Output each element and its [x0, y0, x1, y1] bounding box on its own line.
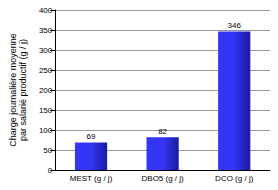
svg-text:400: 400	[39, 6, 53, 15]
svg-text:150: 150	[39, 106, 53, 115]
svg-text:par salarié productif (g / j): par salarié productif (g / j)	[18, 39, 28, 141]
svg-text:Charge journalière moyenne: Charge journalière moyenne	[8, 33, 18, 147]
svg-text:50: 50	[43, 146, 52, 155]
svg-text:100: 100	[39, 126, 53, 135]
svg-text:DBO5 (g / j): DBO5 (g / j)	[142, 174, 185, 183]
svg-text:250: 250	[39, 66, 53, 75]
svg-text:MEST (g / j): MEST (g / j)	[70, 174, 113, 183]
svg-text:300: 300	[39, 46, 53, 55]
svg-text:DCO (g / j): DCO (g / j)	[215, 174, 254, 183]
svg-text:82: 82	[158, 127, 167, 136]
svg-text:346: 346	[228, 21, 242, 30]
svg-text:69: 69	[87, 132, 96, 141]
svg-text:350: 350	[39, 26, 53, 35]
svg-text:200: 200	[39, 86, 53, 95]
svg-text:0: 0	[48, 166, 53, 175]
